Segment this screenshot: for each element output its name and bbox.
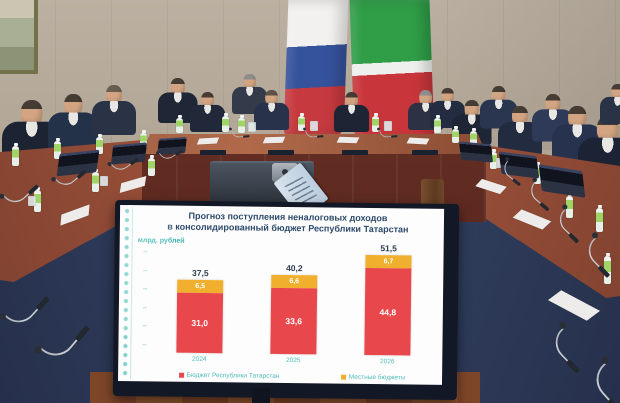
tick-mark	[142, 325, 147, 327]
water-bottle	[54, 138, 61, 159]
y-axis-ticks	[142, 251, 148, 346]
framed-painting	[0, 0, 38, 74]
tick-mark	[142, 344, 147, 346]
water-bottle	[238, 115, 245, 133]
bar-category-label: 2025	[285, 357, 301, 365]
tatar-ornament-border	[120, 206, 134, 380]
water-bottle	[12, 143, 19, 166]
bar-segment-local-budgets: 6,5	[177, 279, 224, 294]
document-paper	[262, 136, 286, 144]
water-bottle	[596, 205, 603, 232]
official	[190, 92, 226, 134]
tv-screen: Прогноз поступления неналоговых доходов …	[117, 204, 445, 385]
bar-segment-republic-budget: 31,0	[176, 292, 224, 354]
legend-item-local-budgets: Местные бюджеты	[340, 373, 406, 382]
name-plate	[412, 150, 438, 155]
laptop	[458, 141, 494, 163]
tick-mark	[143, 269, 148, 271]
presentation-tv: Прогноз поступления неналоговых доходов …	[112, 199, 460, 401]
chart-legend: Бюджет Республики Татарстан Местные бюдж…	[148, 371, 436, 382]
name-plate	[342, 150, 368, 155]
attendee	[600, 84, 620, 126]
water-bottle	[140, 130, 147, 148]
legend-label: Местные бюджеты	[348, 373, 406, 382]
bar-plot: 37,5 6,5 31,0 2024 40,2 6,6 33,6 2025 51,5 6,7 44,…	[152, 205, 436, 366]
water-bottle	[148, 155, 155, 176]
water-bottle	[92, 169, 99, 192]
bar-total-label: 40,2	[286, 262, 303, 274]
drinking-glass	[248, 122, 256, 132]
bar-segment-local-budgets: 6,6	[271, 274, 318, 289]
name-plate	[268, 150, 294, 155]
stacked-bar: 6,6 33,6	[270, 274, 318, 355]
tick-mark	[143, 288, 148, 290]
drinking-glass	[28, 196, 36, 206]
document-paper	[196, 137, 220, 145]
waste-basket	[421, 179, 444, 209]
legend-swatch-orange	[340, 374, 346, 380]
stacked-bar: 6,7 44,8	[364, 254, 412, 356]
bar-total-label: 37,5	[191, 267, 209, 279]
bar-segment-local-budgets: 6,7	[365, 254, 412, 269]
water-bottle	[222, 113, 229, 132]
water-bottle	[96, 134, 103, 154]
bar-group: 37,5 6,5 31,0 2024	[168, 268, 231, 365]
document-paper	[336, 136, 360, 144]
official	[254, 90, 290, 132]
water-bottle	[298, 113, 305, 131]
name-plate	[200, 150, 226, 155]
tick-mark	[142, 307, 147, 309]
bar-category-label: 2026	[379, 358, 395, 366]
bar-segment-republic-budget: 33,6	[270, 287, 318, 355]
bar-group: 40,2 6,6 33,6 2025	[262, 263, 325, 366]
bar-group: 51,5 6,7 44,8 2026	[356, 243, 419, 367]
document-paper	[406, 137, 430, 145]
official	[334, 92, 370, 134]
water-bottle	[434, 115, 441, 133]
tick-mark	[143, 251, 148, 253]
water-bottle	[452, 126, 459, 143]
drinking-glass	[100, 176, 108, 186]
bar-category-label: 2024	[191, 355, 207, 364]
tv-stand	[252, 388, 270, 403]
bar-total-label: 51,5	[380, 243, 397, 254]
bar-segment-republic-budget: 44,8	[364, 267, 412, 356]
water-bottle	[176, 115, 183, 133]
water-bottle	[470, 128, 477, 146]
water-bottle	[490, 149, 497, 169]
stacked-bar: 6,5 31,0	[176, 279, 224, 354]
attendee	[92, 85, 136, 137]
legend-item-republic-budget: Бюджет Республики Татарстан	[178, 371, 280, 380]
water-bottle	[372, 113, 379, 132]
legend-swatch-red	[178, 372, 184, 378]
legend-label: Бюджет Республики Татарстан	[186, 371, 280, 380]
